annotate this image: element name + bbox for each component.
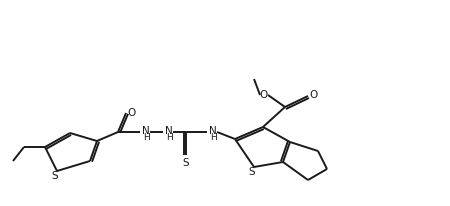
Text: N: N — [165, 125, 173, 135]
Text: N: N — [142, 125, 150, 135]
Text: N: N — [209, 125, 217, 135]
Text: H: H — [143, 133, 149, 142]
Text: H: H — [166, 133, 172, 142]
Text: O: O — [127, 108, 135, 117]
Text: O: O — [310, 90, 318, 99]
Text: S: S — [183, 157, 189, 167]
Text: S: S — [249, 166, 255, 176]
Text: S: S — [52, 170, 58, 180]
Text: H: H — [210, 133, 216, 142]
Text: O: O — [259, 90, 267, 99]
